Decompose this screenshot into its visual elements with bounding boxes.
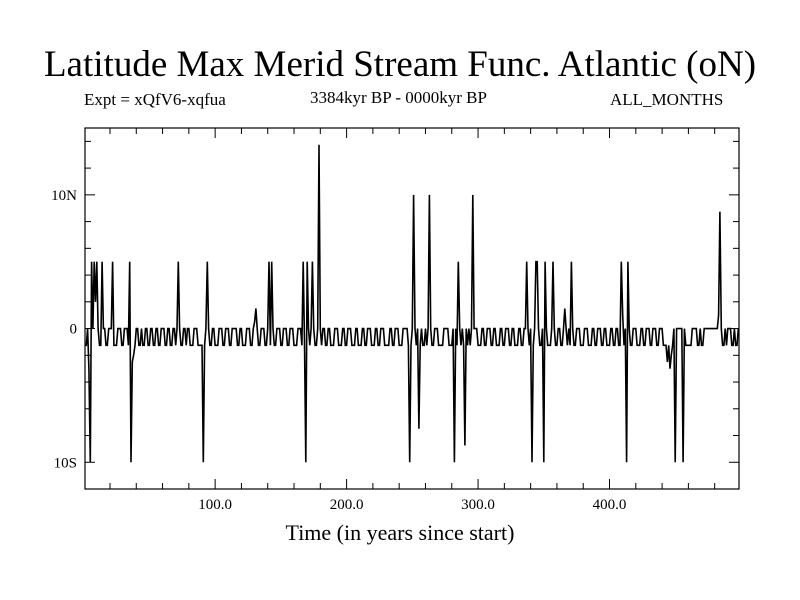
x-tick-label: 200.0: [330, 497, 364, 513]
plot-frame: [84, 127, 740, 490]
x-tick-label: 400.0: [593, 497, 627, 513]
series-line: [85, 144, 740, 463]
x-tick-label: 300.0: [461, 497, 495, 513]
y-tick-label: 10N: [51, 188, 77, 204]
y-tick-label: 0: [70, 322, 78, 338]
chart-title: Latitude Max Merid Stream Func. Atlantic…: [43, 44, 757, 85]
experiment-label: Expt = xQfV6-xqfua: [84, 90, 226, 109]
x-tick-label: 100.0: [198, 497, 232, 513]
x-axis-label: Time (in years since start): [285, 520, 515, 545]
period-label: 3384kyr BP - 0000kyr BP: [310, 88, 487, 107]
y-tick-label: 10S: [54, 455, 77, 471]
months-label: ALL_MONTHS: [610, 90, 724, 109]
